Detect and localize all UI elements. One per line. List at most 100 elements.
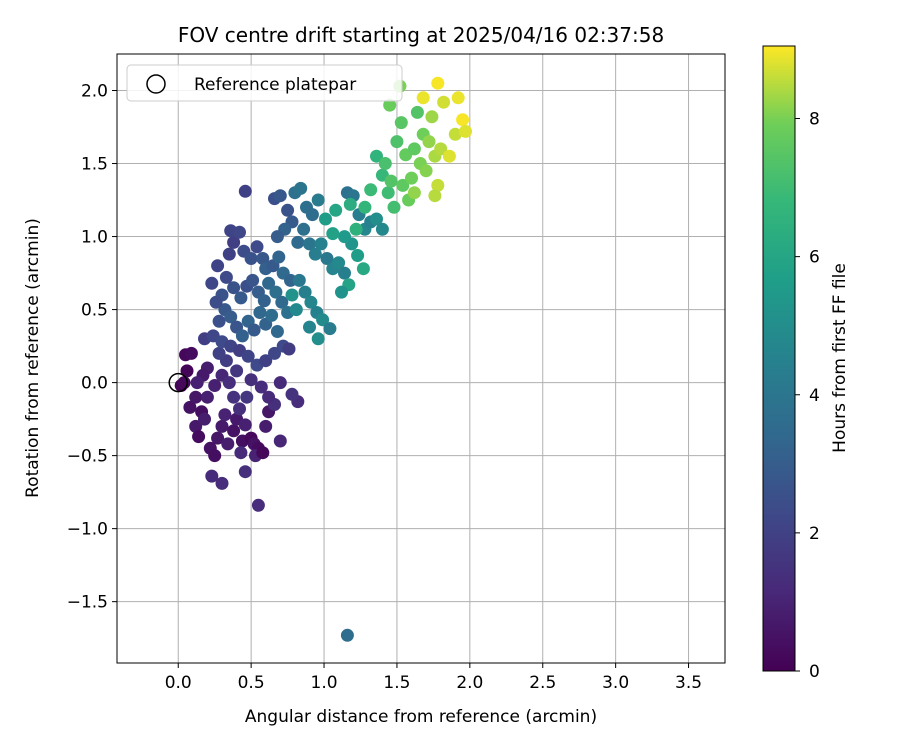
colorbar-tick-label: 2 [809, 524, 820, 544]
data-point [246, 273, 260, 287]
data-point [270, 325, 284, 338]
data-point [428, 189, 442, 203]
data-point [234, 291, 248, 305]
data-point [314, 237, 328, 251]
data-point [431, 178, 445, 192]
data-point [410, 105, 424, 119]
data-point [184, 346, 198, 360]
y-tick-label: 1.0 [81, 228, 108, 248]
data-point [364, 183, 378, 197]
colorbar-ticks: 0 2 4 6 8 [795, 110, 820, 682]
data-point [227, 235, 241, 249]
data-point [227, 281, 241, 295]
data-point [233, 225, 246, 239]
plot-frame [116, 53, 726, 664]
data-point [244, 373, 258, 387]
data-point [190, 376, 204, 390]
x-tick-label: 3.5 [675, 673, 702, 693]
colorbar-tick-label: 6 [809, 248, 820, 268]
data-point [205, 276, 219, 290]
data-point [298, 285, 312, 299]
legend: Reference platepar [126, 64, 403, 102]
data-point [304, 295, 318, 309]
data-point [227, 424, 241, 438]
data-point [422, 135, 436, 149]
data-point [272, 250, 286, 264]
data-point [257, 294, 271, 308]
data-point [311, 193, 325, 207]
colorbar-label: Hours from first FF file [830, 263, 850, 453]
y-tick-label: −0.5 [67, 447, 108, 467]
data-point [282, 342, 296, 356]
data-point [303, 320, 316, 334]
data-point [323, 322, 337, 336]
data-point [419, 164, 433, 178]
data-point [332, 256, 346, 270]
data-point [230, 364, 244, 378]
data-point [425, 110, 439, 124]
data-point [259, 419, 273, 433]
data-point [241, 349, 255, 363]
y-tick-label: 1.5 [81, 155, 108, 175]
data-point [234, 446, 248, 460]
colorbar [762, 45, 796, 672]
data-point [273, 376, 287, 390]
data-point [211, 259, 225, 273]
x-tick-label: 1.5 [383, 673, 410, 693]
data-point [177, 376, 191, 390]
legend-label: Reference platepar [194, 75, 356, 95]
data-point [370, 149, 383, 163]
data-point [253, 306, 267, 319]
data-point [319, 212, 332, 226]
data-point [381, 186, 395, 200]
data-point [235, 329, 249, 343]
data-point [240, 390, 254, 404]
data-point [273, 189, 287, 203]
data-point [437, 95, 451, 109]
data-point [192, 430, 206, 444]
data-point [451, 91, 465, 105]
data-point [378, 157, 392, 170]
data-point [250, 240, 264, 254]
data-point [340, 628, 354, 642]
data-point [349, 222, 363, 236]
x-tick-label: 2.5 [529, 673, 556, 693]
data-point [273, 434, 287, 448]
data-point [268, 346, 281, 360]
data-point [326, 227, 340, 241]
data-point [405, 171, 418, 185]
data-point [338, 230, 351, 244]
data-point [256, 252, 270, 265]
x-tick-label: 0.5 [238, 673, 265, 693]
data-point [215, 476, 229, 490]
data-point [259, 354, 273, 368]
legend-marker-icon [146, 74, 166, 94]
data-point [311, 332, 325, 346]
data-point [305, 208, 319, 222]
y-tick-label: 2.0 [81, 82, 108, 102]
data-point [407, 186, 421, 200]
data-point [227, 390, 241, 404]
data-points [174, 76, 472, 642]
y-tick-label: −1.0 [67, 520, 108, 540]
data-point [338, 266, 351, 280]
data-point [183, 400, 197, 414]
x-tick-label: 1.0 [311, 673, 338, 693]
x-tick-label: 3.0 [602, 673, 629, 693]
data-point [294, 181, 308, 195]
data-point [407, 142, 421, 156]
data-point [285, 387, 299, 401]
data-point [275, 295, 289, 309]
data-point [358, 200, 372, 214]
data-point [448, 127, 462, 141]
data-point [351, 249, 365, 262]
data-point [238, 184, 252, 198]
data-point [208, 379, 222, 392]
data-point [308, 247, 322, 261]
data-point [215, 419, 229, 433]
data-point [270, 230, 284, 244]
data-point [335, 285, 348, 299]
y-tick-label: 0.5 [81, 301, 108, 321]
data-point [262, 276, 276, 290]
